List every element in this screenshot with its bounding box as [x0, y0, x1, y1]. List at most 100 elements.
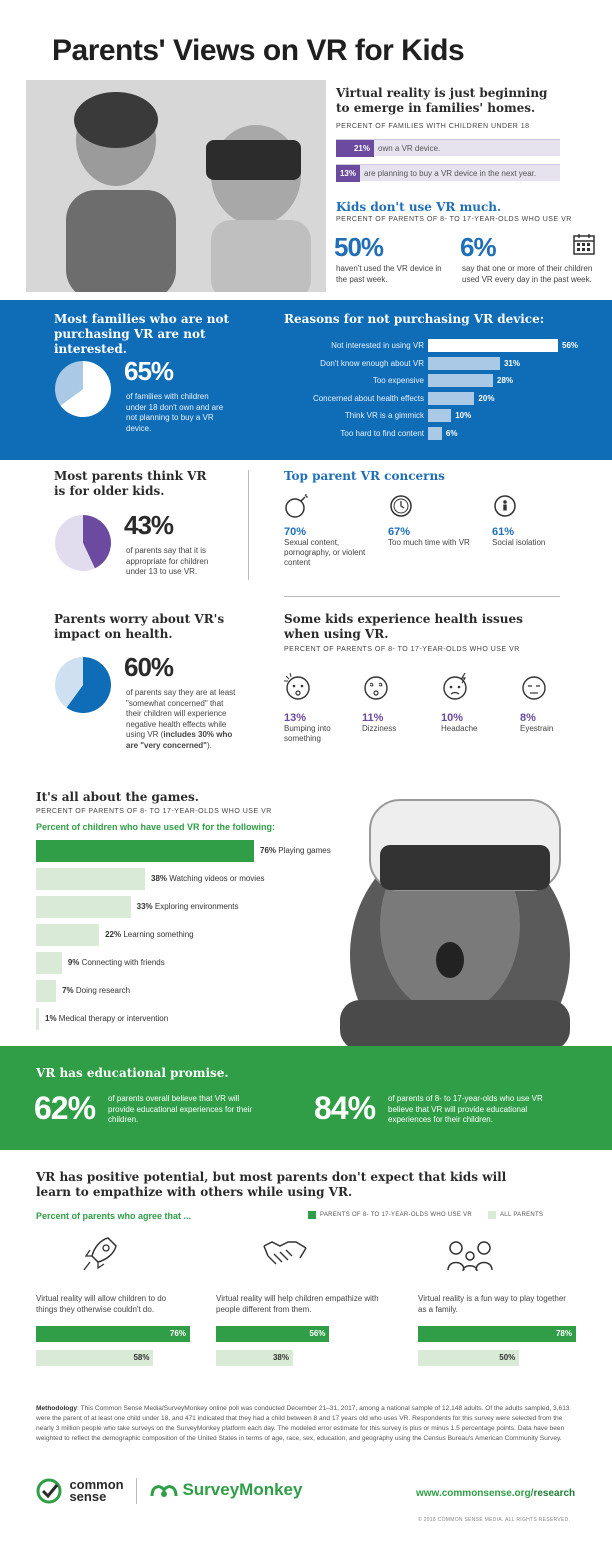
concern-label: Too much time with VR — [388, 538, 470, 547]
not-interested-label: of families with children under 18 don't… — [126, 392, 224, 433]
games-bar — [36, 840, 254, 862]
games-bar-category: Watching videos or movies — [167, 874, 265, 883]
reason-label: Think VR is a gimmick — [344, 411, 424, 420]
agree-bar-users — [36, 1326, 190, 1342]
not-interested-heading: Most families who are not purchasing VR … — [54, 312, 230, 356]
concern-label: Sexual content, pornography, or violent … — [284, 538, 366, 567]
games-bar-category: Exploring environments — [152, 902, 239, 911]
reasons-heading: Reasons for not purchasing VR device: — [284, 312, 545, 326]
kids-use-stat1-label: haven't used the VR device in the past w… — [336, 264, 442, 284]
games-bar-label: 1% Medical therapy or intervention — [45, 1008, 168, 1030]
legend-label-dark: PARENTS OF 8- TO 17-YEAR-OLDS WHO USE VR — [320, 1212, 473, 1218]
methodology: Methodology: This Common Sense Media/Sur… — [36, 1404, 576, 1444]
legend-swatch-light — [488, 1211, 496, 1219]
pie-slice-highlight — [66, 657, 111, 713]
older-kids-heading: Most parents think VR is for older kids. — [54, 469, 207, 498]
games-bar — [36, 868, 145, 890]
label-part: of parents say they are at least "somewh… — [126, 688, 236, 739]
agree-chart: 76% 58% 56% 38% 78% 50% — [0, 1326, 612, 1372]
games-bar-pct: 9% — [67, 958, 80, 967]
agree-item-label: Virtual reality will allow children to d… — [36, 1294, 167, 1314]
agree-bar-pct: 78% — [555, 1329, 572, 1338]
headache-face-icon — [443, 672, 467, 700]
reason-bar — [428, 339, 558, 352]
games-bar-pct: 7% — [62, 986, 74, 995]
agree-bar-users — [418, 1326, 576, 1342]
reason-pct: 56% — [562, 341, 579, 350]
monkey-icon — [150, 1485, 178, 1497]
concern-pct: 70% — [284, 526, 307, 538]
divider — [284, 596, 560, 597]
games-chart: 76% Playing games 38% Watching videos or … — [0, 838, 360, 1038]
agree-bar-pct: 38% — [272, 1353, 289, 1362]
health-label: Eyestrain — [520, 724, 554, 733]
games-heading: It's all about the games. — [36, 790, 199, 804]
agree-bar-all — [36, 1350, 154, 1366]
games-bar-label: 33% Exploring environments — [137, 896, 239, 918]
reason-pct: 10% — [455, 411, 472, 420]
health-issues-subhead: PERCENT OF PARENTS OF 8- TO 17-YEAR-OLDS… — [284, 646, 520, 653]
footer-url[interactable]: www.commonsense.org/research — [416, 1488, 575, 1499]
reason-pct: 20% — [478, 393, 495, 403]
reason-bar — [428, 409, 452, 422]
bump-face-icon — [284, 672, 310, 700]
families-heading: Virtual reality is just beginning to eme… — [336, 86, 548, 115]
agree-item-label: Virtual reality will help children empat… — [216, 1294, 379, 1314]
rocket-icon — [80, 1234, 120, 1274]
games-bar-pct: 76% — [260, 846, 277, 855]
games-bar-pct: 1% — [45, 1014, 57, 1023]
concern-pct: 61% — [492, 526, 515, 538]
health-issues-heading: Some kids experience health issues when … — [284, 612, 523, 641]
older-kids-pie — [54, 514, 112, 572]
games-bar-label: 7% Doing research — [62, 980, 130, 1002]
reasons-chart: Not interested in using VR 56% Don't know … — [270, 339, 590, 449]
logo-line1: common — [69, 1477, 124, 1492]
calendar-icon — [572, 232, 596, 256]
concern-label: Social isolation — [492, 538, 546, 547]
health-pct: 10% — [441, 712, 464, 724]
games-bar-pct: 22% — [105, 930, 122, 939]
health-item: 13% Bumping into something — [284, 672, 356, 744]
reason-bar — [428, 391, 475, 405]
clock-icon — [390, 495, 412, 517]
methodology-text: : This Common Sense Media/SurveyMonkey o… — [36, 1405, 570, 1442]
reason-bar — [428, 374, 493, 387]
kids-use-stat2-label: say that one or more of their children u… — [462, 264, 593, 284]
logo-line2: sense — [69, 1489, 107, 1504]
educational-stat1-pct: 62% — [34, 1090, 96, 1126]
bomb-icon — [285, 494, 308, 518]
pie-slice-rest — [54, 657, 83, 708]
bar-label: are planning to buy a VR device in the n… — [364, 169, 537, 178]
not-interested-pct: 65% — [124, 356, 174, 386]
games-bar-label: 22% Learning something — [105, 924, 194, 946]
educational-band: VR has educational promise. 62% of paren… — [0, 1046, 612, 1150]
pie-slice-highlight — [60, 361, 111, 417]
legend-swatch-dark — [308, 1211, 316, 1219]
agree-bar-pct: 56% — [309, 1329, 326, 1338]
health-pct: 11% — [362, 712, 384, 724]
kids-use-stat2-pct: 6% — [460, 232, 497, 262]
agree-bar-all — [418, 1350, 520, 1366]
educational-heading: VR has educational promise. — [36, 1066, 229, 1080]
pie-slice-rest — [55, 515, 95, 571]
families-subhead: PERCENT OF FAMILIES WITH CHILDREN UNDER … — [336, 123, 530, 130]
check-circle-icon — [36, 1478, 62, 1504]
methodology-label: Methodology — [36, 1405, 78, 1412]
label-part: ). — [206, 740, 212, 750]
games-bar-label: 9% Connecting with friends — [68, 952, 165, 974]
surveymonkey-logo: SurveyMonkey — [150, 1480, 302, 1500]
games-bar-category: Playing games — [276, 846, 331, 855]
page-title: Parents' Views on VR for Kids — [52, 34, 465, 67]
games-bar-category: Doing research — [73, 986, 131, 995]
concern-item: 70% Sexual content, pornography, or viol… — [284, 494, 374, 568]
agree-item-label: Virtual reality is a fun way to play tog… — [418, 1294, 566, 1314]
potential-caption: Percent of parents who agree that ... — [36, 1211, 192, 1221]
reason-pct: 28% — [497, 376, 514, 385]
health-worry-label: of parents say they are at least "somewh… — [126, 688, 238, 751]
health-label: Headache — [441, 724, 478, 733]
concerns-heading: Top parent VR concerns — [284, 469, 445, 483]
games-bar-pct: 38% — [151, 874, 168, 883]
games-bar-category: Medical therapy or intervention — [56, 1014, 169, 1023]
reason-label: Concerned about health effects — [312, 393, 424, 403]
reason-label: Too expensive — [372, 376, 424, 385]
